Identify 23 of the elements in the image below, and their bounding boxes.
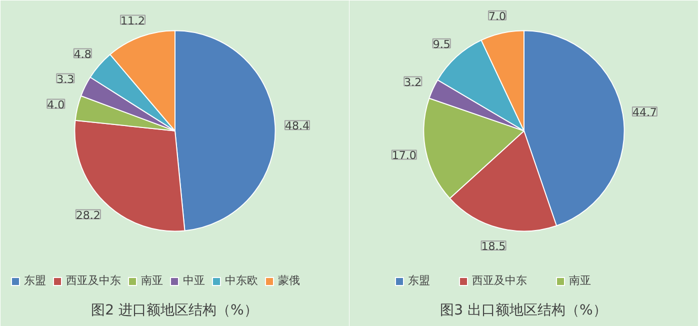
data-label: 28.2	[76, 208, 100, 222]
data-label: 3.2	[404, 76, 422, 89]
data-label: 18.5	[481, 240, 506, 254]
data-label: 48.4	[284, 120, 310, 133]
legend-label: 南亚	[141, 273, 163, 288]
data-label: 11.2	[120, 14, 146, 28]
data-label: 44.7	[632, 106, 657, 119]
legend-label: 蒙俄	[278, 273, 300, 288]
data-label: 3.3	[56, 72, 74, 86]
legend-label: 东盟	[408, 273, 430, 288]
data-label: 17.0	[392, 149, 416, 162]
legend-label: 中东欧	[225, 273, 258, 288]
legend-label: 南亚	[569, 273, 591, 288]
data-label: 4.8	[74, 48, 92, 61]
legend-label: 中亚	[183, 273, 205, 288]
data-label: 4.0	[47, 98, 65, 112]
legend-label: 西亚及中东	[66, 273, 121, 288]
legend-label: 西亚及中东	[472, 273, 527, 288]
data-label: 9.5	[432, 38, 450, 51]
data-label: 7.0	[488, 10, 506, 23]
text: 图2 进口额地区结构（%）	[91, 302, 258, 318]
legend-label: 东盟	[24, 273, 46, 288]
text: 图3 出口额地区结构（%）	[440, 302, 607, 318]
